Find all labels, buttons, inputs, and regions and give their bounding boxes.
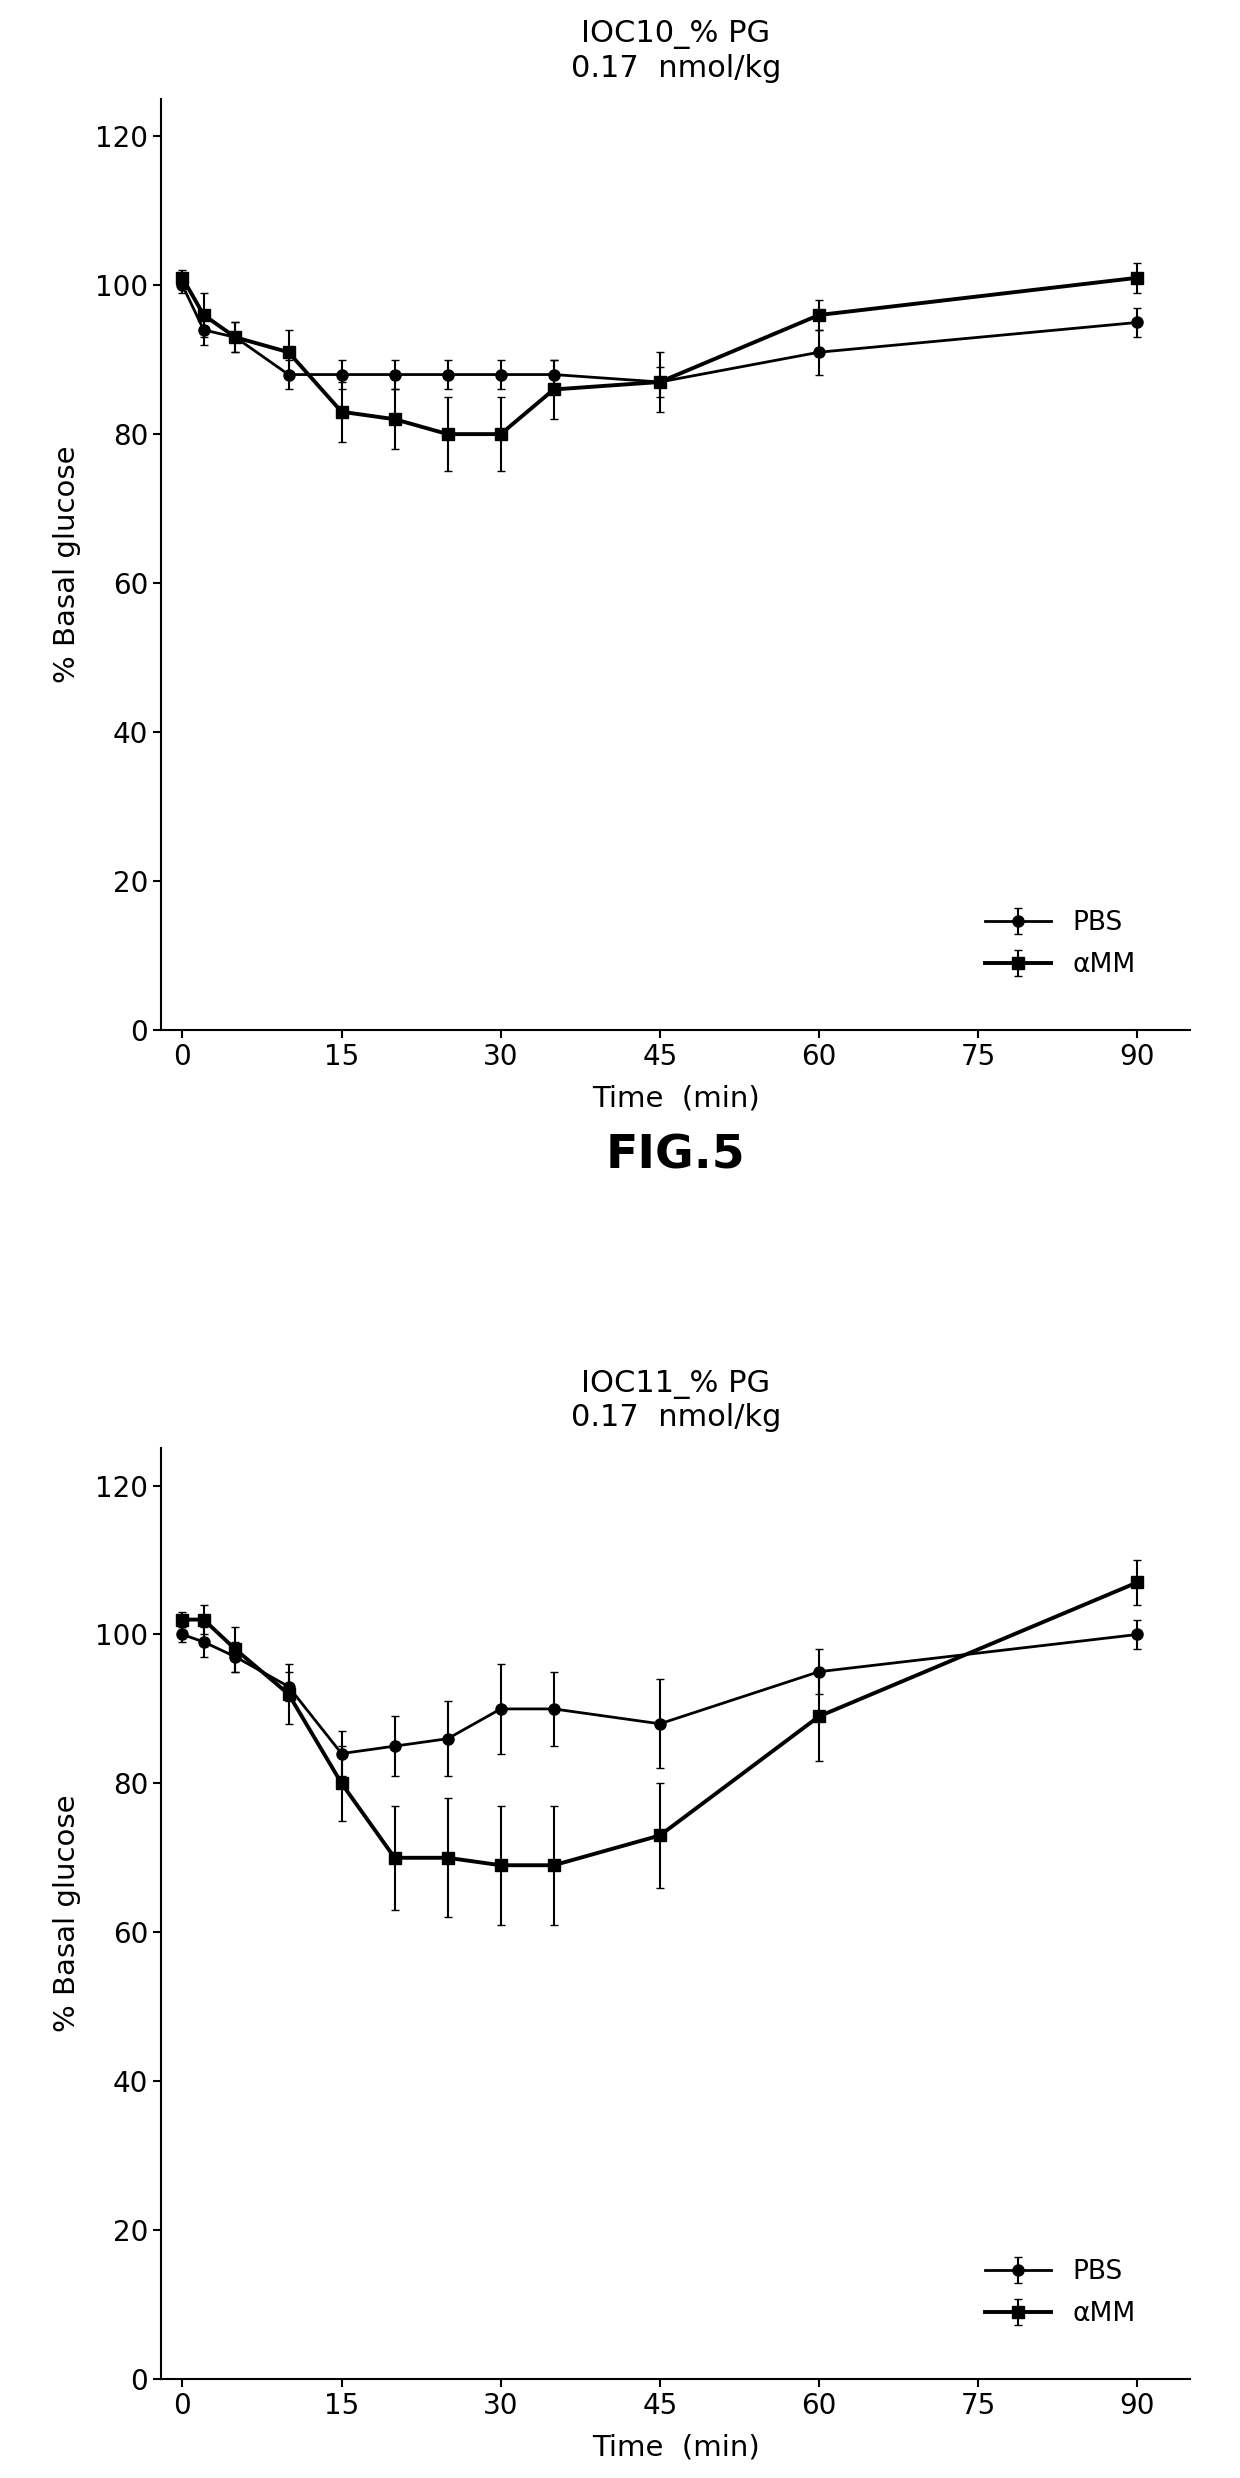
Title: IOC11_% PG
0.17  nmol/kg: IOC11_% PG 0.17 nmol/kg	[570, 1370, 781, 1432]
X-axis label: Time  (min): Time (min)	[591, 2433, 760, 2463]
Text: FIG.5: FIG.5	[606, 1135, 745, 1180]
Legend: PBS, αMM: PBS, αMM	[975, 2250, 1146, 2337]
Title: IOC10_% PG
0.17  nmol/kg: IOC10_% PG 0.17 nmol/kg	[570, 20, 781, 82]
Legend: PBS, αMM: PBS, αMM	[975, 900, 1146, 989]
Y-axis label: % Basal glucose: % Basal glucose	[53, 446, 81, 684]
X-axis label: Time  (min): Time (min)	[591, 1085, 760, 1113]
Y-axis label: % Basal glucose: % Basal glucose	[53, 1794, 81, 2032]
